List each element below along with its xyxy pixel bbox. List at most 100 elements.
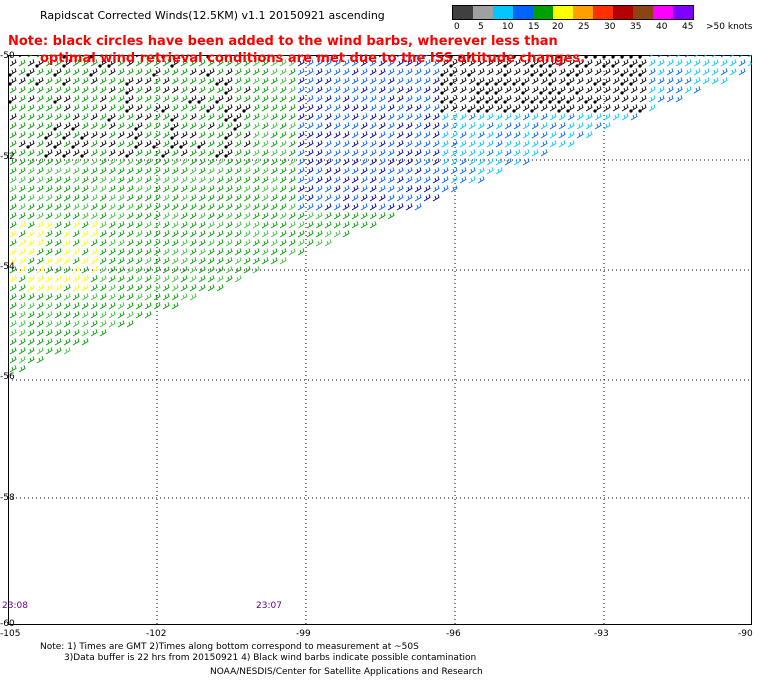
wind-barb <box>189 86 197 94</box>
wind-barb <box>126 55 132 58</box>
contamination-circle <box>458 55 462 59</box>
wind-barb <box>153 149 161 157</box>
wind-barb <box>279 167 287 175</box>
wind-barb <box>288 239 296 247</box>
wind-barb <box>477 122 485 130</box>
wind-barb <box>9 329 17 337</box>
wind-barb <box>405 185 413 193</box>
wind-barb <box>198 266 206 274</box>
wind-barb <box>207 104 215 112</box>
wind-barb <box>558 122 566 130</box>
wind-barb <box>171 212 179 220</box>
wind-barb <box>675 55 681 58</box>
wind-barb <box>171 257 179 265</box>
contamination-circle <box>449 82 453 86</box>
wind-barb <box>9 55 15 58</box>
wind-barb <box>54 230 62 238</box>
wind-barb <box>135 293 143 301</box>
wind-barb <box>549 55 555 58</box>
wind-barb <box>36 194 44 202</box>
wind-barb <box>513 131 521 139</box>
wind-barb <box>36 275 44 283</box>
wind-barb <box>648 86 656 94</box>
wind-barb <box>27 275 35 283</box>
wind-barb <box>180 248 188 256</box>
contamination-circle <box>134 127 138 131</box>
wind-barb <box>153 239 161 247</box>
wind-barb <box>486 68 494 76</box>
wind-barb <box>18 266 26 274</box>
wind-barb <box>54 104 62 112</box>
wind-barb <box>180 275 188 283</box>
wind-barb <box>18 158 26 166</box>
wind-barb <box>234 257 242 265</box>
contamination-circle <box>26 73 30 77</box>
contamination-circle <box>638 55 642 59</box>
wind-barb <box>450 167 458 175</box>
legend-label: 35 <box>630 22 642 32</box>
wind-barb <box>333 86 341 94</box>
contamination-circle <box>80 154 84 158</box>
wind-barb <box>630 68 638 76</box>
wind-barb <box>558 140 566 148</box>
wind-barb <box>180 266 188 274</box>
wind-barb <box>252 104 260 112</box>
wind-barb <box>504 113 512 121</box>
wind-barb <box>432 167 440 175</box>
wind-barb <box>171 302 179 310</box>
wind-barb <box>693 86 701 94</box>
wind-barb <box>189 55 195 58</box>
wind-barb <box>333 113 341 121</box>
wind-barb <box>99 221 107 229</box>
wind-barb <box>54 113 62 121</box>
wind-barb <box>72 140 80 148</box>
wind-barb <box>378 86 386 94</box>
wind-barb <box>63 77 71 85</box>
wind-barb <box>702 77 710 85</box>
wind-barb <box>576 131 584 139</box>
lat-label: -54 <box>0 262 15 272</box>
wind-barb <box>297 140 305 148</box>
wind-barb <box>144 140 152 148</box>
wind-barb <box>657 95 665 103</box>
wind-barb <box>234 68 242 76</box>
wind-barb <box>423 194 431 202</box>
wind-barb <box>576 95 584 103</box>
lat-label: -52 <box>0 152 15 162</box>
wind-barb <box>81 55 87 58</box>
wind-barb <box>171 203 179 211</box>
wind-barb <box>90 86 98 94</box>
wind-barb <box>54 239 62 247</box>
wind-barb <box>405 77 413 85</box>
wind-barb <box>126 257 134 265</box>
wind-barb <box>18 86 26 94</box>
wind-barb <box>180 131 188 139</box>
wind-barb <box>468 86 476 94</box>
contamination-circle <box>224 118 228 122</box>
wind-barb <box>468 149 476 157</box>
wind-barb <box>9 212 17 220</box>
wind-barb <box>594 77 602 85</box>
wind-barb <box>450 104 458 112</box>
wind-barb <box>459 77 467 85</box>
wind-barb <box>495 86 503 94</box>
wind-barb <box>495 167 503 175</box>
wind-barb <box>27 212 35 220</box>
wind-barb <box>144 293 152 301</box>
wind-barb <box>225 131 233 139</box>
wind-barb <box>18 104 26 112</box>
lon-label: -90 <box>738 629 753 639</box>
wind-barb <box>207 230 215 238</box>
wind-barb <box>18 203 26 211</box>
wind-barb <box>558 95 566 103</box>
contamination-circle <box>557 100 561 104</box>
legend-swatch-9 <box>633 6 653 19</box>
wind-map <box>8 55 752 625</box>
wind-barb <box>297 113 305 121</box>
wind-barb <box>270 77 278 85</box>
contamination-circle <box>620 55 624 59</box>
wind-barb <box>270 212 278 220</box>
wind-barb <box>675 59 683 67</box>
wind-barb <box>396 158 404 166</box>
wind-barb <box>477 95 485 103</box>
